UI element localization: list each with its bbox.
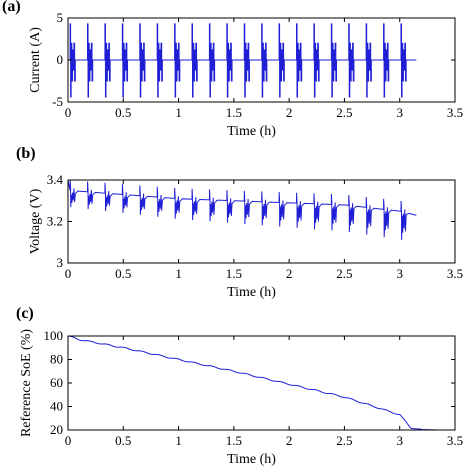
panel-label: (a) [2,0,21,15]
x-tick-label: 2.5 [336,433,352,448]
y-tick-label: 3.2 [47,214,63,229]
y-tick-label: -5 [52,94,63,109]
y-tick-label: 0 [57,52,64,67]
x-tick-label: 2 [286,433,293,448]
x-tick-label: 1 [175,433,182,448]
x-tick-label: 0 [65,433,72,448]
x-axis-label: Time (h) [227,124,276,139]
y-axis-label: Voltage (V) [28,188,43,254]
y-tick-label: 60 [50,375,63,390]
x-tick-label: 1 [175,105,182,120]
panel-b: 0 0.5 1 1.5 2 2.5 3 3.5 3 3.2 3.4 Time (h) Voltage (… [16,145,463,300]
x-tick-label: 1.5 [226,266,242,281]
x-axis-label: Time (h) [227,452,276,467]
x-tick-label: 1 [175,266,182,281]
y-tick-label: 3 [57,255,64,270]
y-tick-label: 5 [57,10,64,25]
x-tick-label: 0 [65,105,72,120]
series-line [67,335,439,431]
panel-label: (c) [16,305,34,322]
x-axis-label: Time (h) [227,285,276,300]
x-tick-label: 1.5 [226,105,242,120]
x-tick-label: 2.5 [336,266,352,281]
y-tick-label: 80 [50,352,63,367]
x-tick-label: 2 [286,105,293,120]
x-tick-label: 3.5 [447,266,463,281]
y-axis-label: Current (A) [28,27,43,93]
y-tick-label: 100 [44,328,64,343]
x-tick-label: 0.5 [115,266,131,281]
y-tick-label: 40 [50,399,63,414]
x-tick-label: 2.5 [336,105,352,120]
x-tick-label: 3 [396,266,403,281]
y-tick-label: 3.4 [47,172,64,187]
x-tick-label: 3 [396,433,403,448]
x-tick-label: 0.5 [115,433,131,448]
x-tick-label: 3.5 [447,433,463,448]
y-axis-label: Reference SoE (%) [19,329,34,437]
series-line [67,179,417,240]
x-tick-label: 3.5 [447,105,463,120]
series-line [68,23,417,98]
x-tick-label: 3 [396,105,403,120]
panel-c: 0 0.5 1 1.5 2 2.5 3 3.5 20 40 60 80 100 Time (h) Refer… [16,305,463,467]
x-tick-label: 0 [65,266,72,281]
x-tick-label: 1.5 [226,433,242,448]
x-tick-label: 2 [286,266,293,281]
y-tick-label: 20 [50,422,63,437]
x-tick-label: 0.5 [115,105,131,120]
axes-frame [67,335,456,431]
panel-label: (b) [16,145,36,162]
